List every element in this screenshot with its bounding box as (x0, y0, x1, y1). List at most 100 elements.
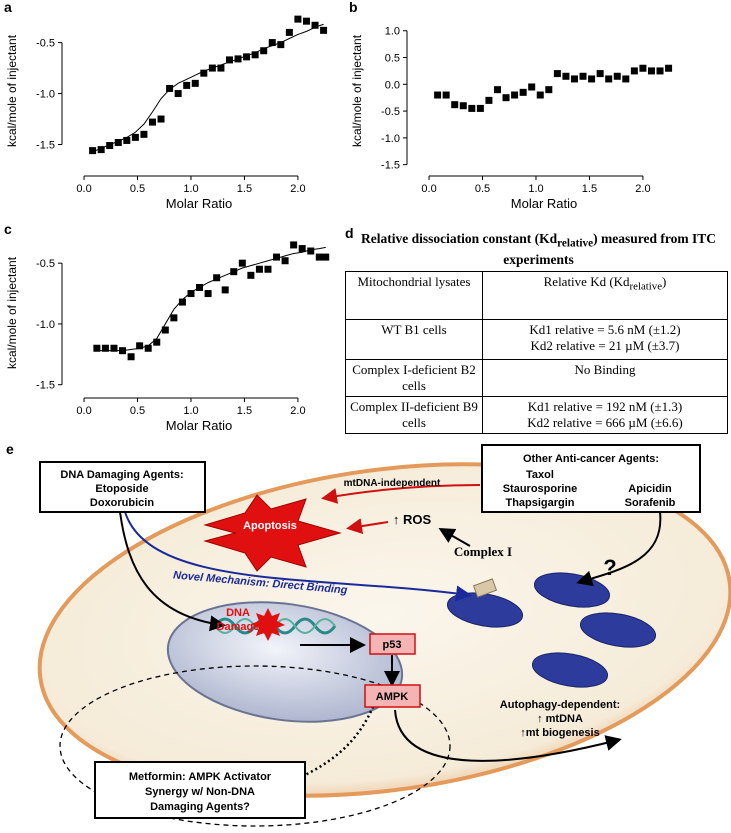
data-point (251, 51, 259, 59)
data-point (639, 64, 647, 72)
data-point (200, 69, 208, 77)
data-point (166, 84, 174, 92)
x-tick-label: 1.0 (183, 405, 198, 417)
data-point (307, 247, 315, 255)
data-point (136, 342, 144, 350)
question-mark: ? (603, 555, 616, 580)
panel-label: c (4, 222, 12, 237)
x-tick-label: 0.5 (475, 183, 490, 195)
data-point (281, 257, 289, 265)
data-point (174, 90, 182, 98)
data-point (273, 253, 281, 261)
x-tick-label: 1.5 (237, 183, 252, 195)
data-point (247, 271, 255, 279)
data-point (311, 21, 319, 29)
damage-label: DNA (226, 607, 250, 619)
data-point (476, 104, 484, 112)
cell-line: Kd1 relative = 5.6 nM (±1.2) (529, 322, 681, 337)
header-sub: relative (629, 280, 663, 293)
x-axis-label: Molar Ratio (511, 196, 577, 211)
data-point (191, 79, 199, 87)
data-point (442, 91, 450, 99)
data-point (613, 72, 621, 80)
data-point (148, 118, 156, 126)
x-tick-label: 2.0 (290, 183, 305, 195)
title-text: ) measured from ITC experiments (503, 231, 717, 267)
damage-burst (251, 608, 285, 641)
y-tick-label: -1.5 (36, 140, 55, 152)
table-title: Relative dissociation constant (Kdrelati… (345, 225, 728, 267)
agent: Sorafenib (625, 497, 676, 509)
data-point (114, 138, 122, 146)
chart-a: a -1.5 -1.0 -0.5 0.0 0.5 1.0 1.5 2.0 Molar Ratio k… (4, 0, 328, 211)
metformin-label: Damaging Agents? (150, 801, 250, 813)
data-point (187, 290, 195, 298)
x-tick-label: 1.0 (528, 183, 543, 195)
x-axis-label: Molar Ratio (166, 418, 232, 433)
data-point (579, 72, 587, 80)
data-point (144, 344, 152, 352)
fit-line (92, 23, 324, 153)
p53-label: p53 (383, 639, 402, 651)
cell: WT B1 cells (345, 319, 483, 360)
data-point (320, 26, 328, 34)
x-tick-label: 0.5 (130, 405, 145, 417)
metformin-box (94, 761, 306, 819)
cell: Kd1 relative = 5.6 nM (±1.2) Kd2 relative… (482, 319, 728, 360)
data-point (101, 344, 109, 352)
data-point (260, 47, 268, 55)
x-tick-label: 0.0 (76, 183, 91, 195)
data-point (647, 67, 655, 75)
complex-label: Complex I (454, 544, 512, 559)
data-point (213, 274, 221, 282)
data-point (451, 101, 459, 109)
data-point (588, 75, 596, 83)
arrow (576, 511, 662, 587)
agent: Doxorubicin (90, 497, 154, 509)
arrow (346, 518, 389, 535)
data-point (178, 298, 186, 306)
mechanism-diagram: e DNA Damaging Agents: Etoposide Doxorub… (6, 441, 731, 827)
p53-box (369, 633, 416, 655)
panel-label: e (6, 441, 14, 457)
data-point (511, 91, 519, 99)
cell-line: Kd2 relative = 666 µM (±6.6) (527, 415, 683, 430)
header-text: Relative Kd (Kd (543, 274, 630, 289)
y-tick-label: -1.0 (381, 133, 400, 145)
data-point (545, 86, 553, 94)
data-point (322, 253, 330, 261)
cell: Complex II-deficient B9 cells (345, 396, 483, 434)
data-point (157, 115, 165, 123)
data-point (528, 83, 536, 91)
title-text: Relative dissociation constant (Kd (360, 231, 558, 246)
dashed-region (59, 665, 451, 827)
ros-label: ↑ ROS (393, 512, 432, 527)
data-point (89, 147, 97, 155)
data-point (468, 104, 476, 112)
data-point (217, 64, 225, 72)
cell: Kd1 relative = 192 nM (±1.3) Kd2 relative… (482, 396, 728, 434)
cell-line: No Binding (574, 362, 636, 377)
complex-i (472, 578, 498, 598)
outcome-label: Autophagy-dependent: (500, 699, 620, 711)
title-sub: relative (557, 237, 594, 250)
data-point (570, 75, 578, 83)
data-point (225, 56, 233, 64)
data-point (93, 344, 101, 352)
arrow (124, 511, 472, 602)
cell-line: Kd2 relative = 21 µM (±3.7) (530, 338, 680, 353)
data-point (243, 53, 251, 61)
header-cell: Mitochondrial lysates (345, 271, 483, 320)
data-point (161, 326, 169, 334)
data-point (131, 133, 139, 141)
y-tick-label: -1.0 (36, 89, 55, 101)
outcome-label: ↑mt biogenesis (520, 727, 599, 739)
data-point (277, 41, 285, 49)
panel-label: a (4, 0, 12, 15)
y-tick-label: -0.5 (381, 106, 400, 118)
box-title: DNA Damaging Agents: (60, 469, 183, 481)
y-tick-label: 1.0 (385, 26, 400, 38)
data-point (170, 314, 178, 322)
x-tick-label: 0.5 (130, 183, 145, 195)
data-point (264, 265, 272, 273)
